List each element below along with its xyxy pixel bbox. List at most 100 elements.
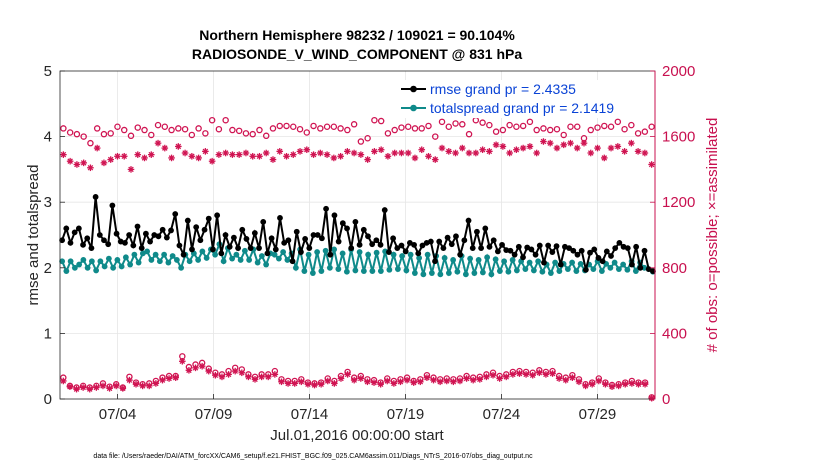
totalspread-point — [573, 268, 580, 274]
obs-assimilated-point — [222, 149, 229, 157]
obs-assimilated-point — [93, 144, 101, 152]
rmse-point — [126, 232, 133, 238]
totalspread-point — [450, 257, 457, 263]
obs-assimilated-point — [540, 138, 547, 145]
obs-possible-point — [276, 122, 283, 130]
rmse-point — [603, 248, 610, 255]
totalspread-point — [203, 255, 210, 261]
obs-assimilated-point — [445, 148, 453, 155]
obs-assimilated-point — [106, 385, 113, 392]
obs-assimilated-stroke — [297, 148, 303, 155]
obs-assimilated-stroke — [162, 145, 168, 151]
obs-assimilated-stroke — [439, 145, 445, 151]
obs-assimilated-point — [486, 148, 493, 155]
obs-assimilated-stroke — [463, 375, 470, 382]
obs-possible-point — [93, 125, 101, 132]
obs-assimilated-stroke — [225, 371, 232, 378]
obs-assimilated-point — [431, 156, 439, 163]
obs-assimilated-point — [310, 151, 317, 158]
obs-possible-point — [499, 126, 507, 134]
rmse-point — [515, 243, 522, 250]
obs-assimilated-point — [284, 380, 292, 387]
obs-assimilated-stroke — [576, 379, 582, 385]
rmse-point — [545, 242, 552, 249]
legend-marker-spread — [410, 104, 417, 112]
rmse-point — [159, 226, 166, 233]
obs-assimilated-point — [235, 151, 243, 158]
totalspread-point — [229, 255, 236, 262]
obs-assimilated-point — [337, 375, 345, 382]
rmse-point — [122, 239, 128, 246]
obs-assimilated-stroke — [258, 374, 265, 380]
rmse-point — [130, 242, 137, 249]
obs-assimilated-point — [595, 377, 603, 385]
obs-assimilated-stroke — [186, 367, 192, 374]
obs-possible-point — [641, 128, 649, 135]
obs-assimilated-point — [317, 149, 324, 157]
totalspread-point — [441, 255, 448, 261]
obs-possible-point — [614, 118, 622, 126]
obs-assimilated-point — [311, 381, 318, 389]
rmse-point — [180, 251, 187, 258]
obs-possible-point — [87, 139, 94, 147]
obs-assimilated-point — [560, 141, 568, 149]
obs-possible-point — [634, 130, 642, 137]
obs-assimilated-point — [615, 382, 622, 390]
rmse-point — [243, 236, 250, 242]
obs-assimilated-point — [141, 154, 148, 162]
totalspread-point — [365, 251, 372, 258]
obs-possible-point — [479, 119, 486, 126]
totalspread-point — [556, 268, 563, 274]
obs-assimilated-point — [298, 378, 305, 386]
obs-assimilated-point — [350, 376, 358, 384]
obs-assimilated-stroke — [134, 151, 141, 158]
obs-possible-point — [601, 122, 608, 130]
obs-assimilated-stroke — [318, 381, 324, 388]
rmse-point — [264, 250, 271, 257]
obs-possible-point — [459, 121, 466, 128]
obs-assimilated-point — [522, 371, 530, 378]
obs-possible-point — [648, 123, 655, 131]
obs-assimilated-stroke — [291, 380, 298, 387]
totalspread-point — [186, 258, 193, 265]
obs-assimilated-stroke — [516, 370, 523, 377]
y-axis-label-right: # of obs: o=possible; ×=assimilated — [704, 118, 721, 353]
obs-assimilated-stroke — [153, 380, 159, 387]
obs-assimilated-point — [519, 144, 527, 152]
rmse-point — [59, 237, 65, 244]
rmse-point — [390, 235, 397, 242]
obs-assimilated-point — [417, 378, 424, 386]
obs-assimilated-point — [450, 378, 457, 386]
totalspread-point — [445, 270, 452, 276]
obs-assimilated-stroke — [543, 371, 549, 378]
obs-assimilated-point — [567, 139, 574, 147]
obs-assimilated-stroke — [529, 372, 536, 378]
rmse-point — [318, 235, 325, 242]
obs-assimilated-stroke — [486, 148, 493, 155]
rmse-point — [189, 246, 195, 253]
obs-assimilated-stroke — [450, 379, 457, 385]
rmse-point — [210, 246, 216, 253]
obs-assimilated-point — [621, 380, 629, 388]
obs-assimilated-stroke — [205, 368, 212, 374]
obs-assimilated-point — [120, 152, 128, 160]
obs-possible-point — [195, 125, 202, 132]
obs-assimilated-stroke — [397, 379, 404, 385]
totalspread-point — [530, 267, 537, 274]
obs-assimilated-point — [370, 379, 378, 386]
chart-title-line1: Northern Hemisphere 98232 / 109021 = 90.… — [199, 27, 515, 43]
rmse-point — [260, 218, 267, 225]
rmse-point — [306, 245, 313, 252]
obs-assimilated-stroke — [106, 385, 113, 392]
x-axis-label: Jul.01,2016 00:00:00 start — [270, 427, 444, 444]
obs-possible-point — [364, 134, 371, 142]
obs-possible-point — [628, 121, 635, 129]
totalspread-point — [386, 266, 393, 273]
rmse-point — [80, 241, 86, 248]
y-tick-label-right: 1600 — [662, 129, 695, 146]
rmse-point — [402, 248, 409, 255]
obs-assimilated-stroke — [101, 160, 107, 166]
legend-label-rmse: rmse grand pr = 2.4335 — [430, 81, 576, 97]
obs-assimilated-point — [436, 378, 444, 386]
